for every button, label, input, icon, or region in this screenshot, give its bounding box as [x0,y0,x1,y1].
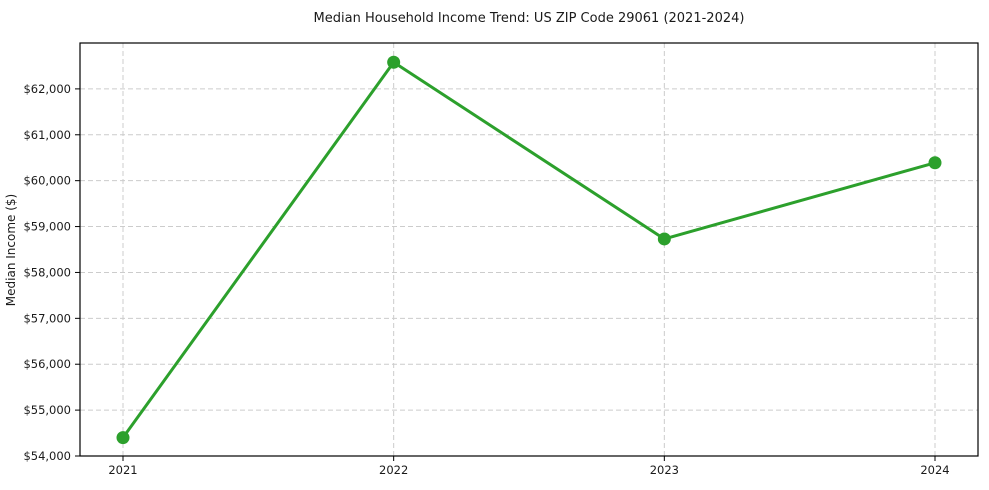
x-tick-label: 2021 [108,463,137,477]
x-tick-label: 2023 [650,463,679,477]
y-tick-label: $61,000 [23,128,71,142]
data-point-marker [116,431,130,445]
y-axis-label: Median Income ($) [4,194,18,306]
y-tick-label: $58,000 [23,265,71,279]
data-point-marker [657,232,671,246]
y-tick-label: $57,000 [23,311,71,325]
y-tick-label: $54,000 [23,449,71,463]
plot-area: $54,000 $55,000 $56,000 $57,000 $58,000 $59,0… [23,42,979,477]
y-tick-label: $55,000 [23,403,71,417]
data-point-marker [387,55,401,69]
plot-border [79,42,979,457]
y-tick-label: $59,000 [23,220,71,234]
chart-title: Median Household Income Trend: US ZIP Co… [314,11,745,26]
y-tick-label: $62,000 [23,82,71,96]
y-tick-label: $60,000 [23,174,71,188]
x-tick-label: 2022 [379,463,408,477]
x-tick-label: 2024 [920,463,949,477]
y-tick-label: $56,000 [23,357,71,371]
data-point-marker [928,156,942,170]
trend-line [121,60,937,440]
